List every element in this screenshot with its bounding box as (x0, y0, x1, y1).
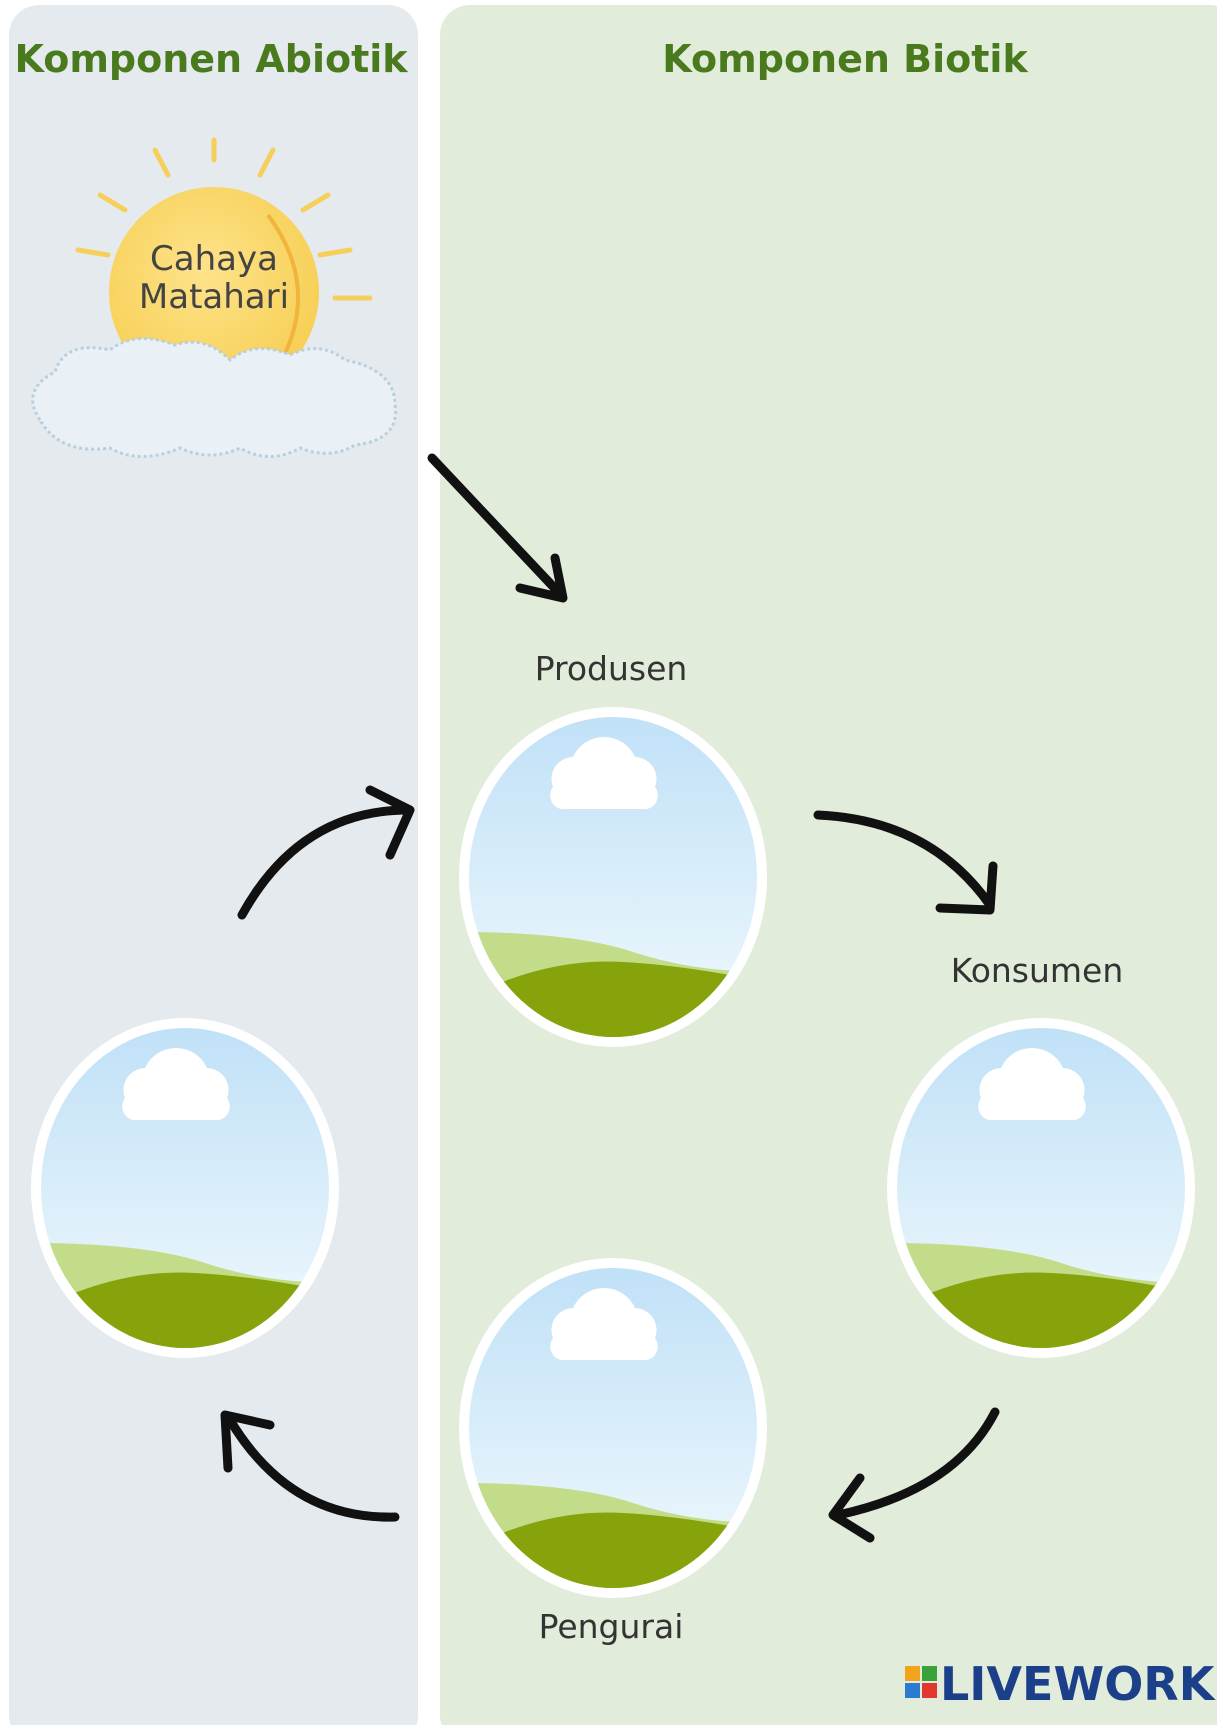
node-label: Produsen (535, 649, 688, 688)
scene-circle (459, 707, 767, 1047)
node-label: Konsumen (951, 951, 1124, 990)
sun-label-line: Matahari (139, 277, 289, 317)
scene-circle (459, 1258, 767, 1598)
biotic-title: Komponen Biotik (662, 37, 1028, 81)
abiotic-title: Komponen Abiotik (14, 37, 408, 81)
logo: LIVEWORKSHEETS (905, 1657, 1217, 1711)
logo-text: LIVEWORKSHEETS (940, 1657, 1217, 1711)
node-label: Pengurai (539, 1607, 684, 1646)
scene-circle (887, 1018, 1195, 1358)
page: {"panels": {"abiotic_title": "Komponen A… (0, 0, 1217, 1725)
diagram: Komponen Abiotik Komponen Biotik Cahaya … (0, 0, 1217, 1725)
scene-circle (31, 1018, 339, 1358)
sun-label-line: Cahaya (150, 239, 278, 279)
